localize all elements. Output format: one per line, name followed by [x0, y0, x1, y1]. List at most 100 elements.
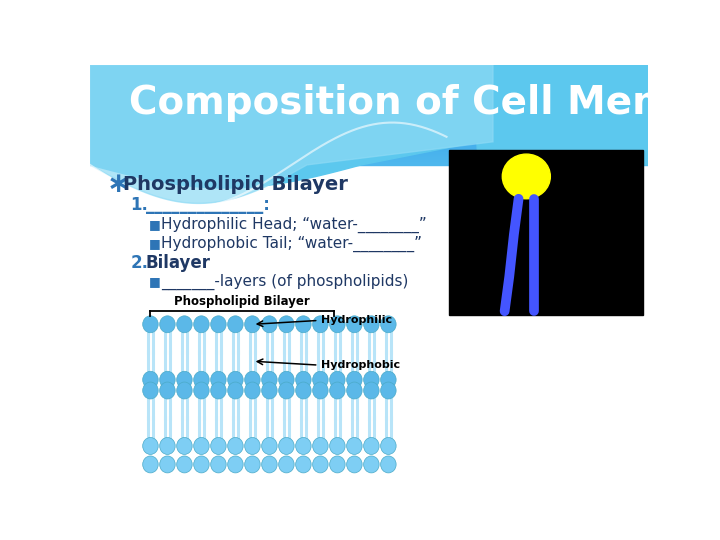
Ellipse shape: [245, 437, 260, 455]
Bar: [90, 161, 648, 163]
Ellipse shape: [143, 372, 158, 388]
Ellipse shape: [364, 456, 379, 473]
Bar: [90, 154, 648, 155]
Bar: [90, 90, 648, 91]
Ellipse shape: [330, 316, 345, 333]
Bar: [90, 148, 648, 150]
Bar: [90, 129, 648, 130]
Bar: [90, 107, 648, 109]
Bar: [90, 119, 648, 120]
Bar: [90, 152, 648, 154]
Ellipse shape: [364, 372, 379, 388]
Ellipse shape: [381, 437, 396, 455]
Ellipse shape: [143, 316, 158, 333]
Bar: [90, 130, 648, 131]
Ellipse shape: [381, 456, 396, 473]
Bar: [90, 126, 648, 127]
Ellipse shape: [160, 372, 175, 388]
Ellipse shape: [261, 437, 277, 455]
Ellipse shape: [330, 372, 345, 388]
Bar: [90, 65, 648, 66]
Bar: [90, 113, 648, 115]
Bar: [90, 156, 648, 157]
Text: _______-layers (of phospholipids): _______-layers (of phospholipids): [161, 274, 409, 290]
Bar: [90, 84, 648, 85]
Ellipse shape: [194, 437, 210, 455]
Ellipse shape: [330, 456, 345, 473]
Ellipse shape: [312, 316, 328, 333]
Bar: [90, 110, 648, 111]
Ellipse shape: [228, 316, 243, 333]
Ellipse shape: [160, 456, 175, 473]
Ellipse shape: [176, 316, 192, 333]
Bar: [90, 78, 648, 80]
Bar: [90, 91, 648, 92]
Bar: [90, 95, 648, 96]
Ellipse shape: [176, 372, 192, 388]
Text: ■: ■: [149, 237, 161, 250]
Bar: [90, 111, 648, 112]
Ellipse shape: [211, 382, 226, 399]
Ellipse shape: [211, 456, 226, 473]
Bar: [90, 123, 648, 124]
Bar: [90, 73, 648, 75]
Ellipse shape: [296, 316, 311, 333]
Text: Bilayer: Bilayer: [145, 254, 211, 273]
Bar: [90, 121, 648, 123]
Ellipse shape: [346, 316, 362, 333]
Bar: [90, 131, 648, 132]
Text: 2.: 2.: [130, 254, 148, 273]
Bar: [90, 137, 648, 139]
Bar: [90, 132, 648, 133]
Bar: [90, 97, 648, 99]
Bar: [90, 143, 648, 144]
Ellipse shape: [143, 437, 158, 455]
Ellipse shape: [381, 382, 396, 399]
Bar: [90, 101, 648, 103]
Ellipse shape: [296, 437, 311, 455]
Bar: [90, 147, 648, 149]
Bar: [90, 117, 648, 119]
Polygon shape: [90, 65, 648, 188]
Bar: [90, 89, 648, 90]
Bar: [90, 80, 648, 81]
Bar: [90, 96, 648, 97]
Ellipse shape: [245, 456, 260, 473]
Bar: [90, 127, 648, 129]
Ellipse shape: [194, 456, 210, 473]
Text: ______________:: ______________:: [145, 196, 270, 214]
Ellipse shape: [261, 456, 277, 473]
Ellipse shape: [261, 372, 277, 388]
Text: Composition of Cell Membrane: Composition of Cell Membrane: [129, 84, 720, 122]
Ellipse shape: [364, 382, 379, 399]
Ellipse shape: [346, 372, 362, 388]
Bar: [90, 104, 648, 105]
Ellipse shape: [364, 437, 379, 455]
Ellipse shape: [312, 456, 328, 473]
Ellipse shape: [279, 316, 294, 333]
Bar: [90, 82, 648, 84]
Bar: [90, 157, 648, 159]
Text: ∗: ∗: [107, 170, 130, 198]
Bar: [90, 109, 648, 110]
Ellipse shape: [194, 316, 210, 333]
Bar: [90, 76, 648, 77]
Bar: [90, 69, 648, 70]
Ellipse shape: [346, 456, 362, 473]
Ellipse shape: [312, 382, 328, 399]
Bar: [90, 120, 648, 121]
Ellipse shape: [194, 382, 210, 399]
Text: Phospholipid Bilayer: Phospholipid Bilayer: [122, 174, 348, 194]
Bar: [90, 146, 648, 147]
Bar: [90, 77, 648, 78]
Text: ■: ■: [149, 275, 161, 288]
Bar: [90, 93, 648, 95]
Bar: [90, 151, 648, 152]
Bar: [90, 116, 648, 117]
Bar: [90, 124, 648, 125]
Text: Hydrophilic: Hydrophilic: [321, 315, 392, 326]
Ellipse shape: [261, 316, 277, 333]
Text: Hydrophobic Tail; “water-________”: Hydrophobic Tail; “water-________”: [161, 235, 423, 252]
Ellipse shape: [381, 372, 396, 388]
Ellipse shape: [211, 316, 226, 333]
